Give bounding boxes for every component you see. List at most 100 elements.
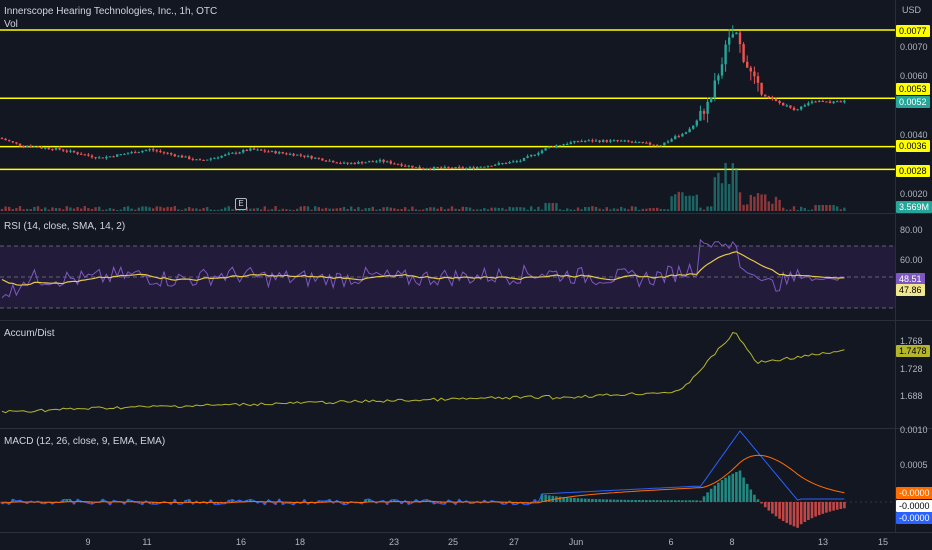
volume-bar <box>270 209 274 211</box>
candle-body <box>303 155 306 157</box>
volume-tag[interactable]: 3.569M <box>896 201 932 213</box>
volume-bar <box>450 206 454 211</box>
volume-bar <box>839 209 842 211</box>
volume-legend[interactable]: Vol <box>4 19 18 30</box>
rsi-value-tag[interactable]: 48.51 <box>896 273 925 285</box>
volume-bar <box>555 203 558 211</box>
candle-body <box>270 151 274 153</box>
pane-separator-macd[interactable] <box>0 428 932 429</box>
macd-value-tag[interactable]: -0.0000 <box>896 512 932 524</box>
macd-histogram-bar <box>231 499 234 502</box>
volume-bar <box>717 172 720 211</box>
candle-body <box>170 153 173 155</box>
macd-histogram-bar <box>839 502 843 509</box>
volume-bar <box>339 207 342 211</box>
volume-bar <box>486 209 490 211</box>
macd-histogram-bar <box>825 502 828 513</box>
candle-body <box>76 152 79 154</box>
macd-histogram-bar <box>677 500 681 502</box>
candle-body <box>566 143 569 145</box>
hline-price-tag[interactable]: 0.0053 <box>896 83 930 95</box>
macd-histogram-bar <box>706 492 709 502</box>
macd-histogram-bar <box>259 501 263 503</box>
volume-bar <box>332 208 335 211</box>
price-axis-label: 0.0060 <box>900 71 928 81</box>
volume-bar <box>591 206 594 211</box>
candle-body <box>479 166 482 168</box>
macd-histogram-bar <box>281 502 285 505</box>
volume-bar <box>490 207 493 211</box>
signal-value-tag[interactable]: -0.0000 <box>896 487 932 499</box>
hline-price-tag[interactable]: 0.0028 <box>896 165 930 177</box>
candle-body <box>641 141 644 143</box>
candle-body <box>458 166 461 168</box>
candle-body <box>123 153 126 155</box>
ad-legend[interactable]: Accum/Dist <box>4 328 55 339</box>
volume-bar <box>144 206 148 211</box>
ad-value-tag[interactable]: 1.7478 <box>896 345 930 357</box>
macd-histogram-bar <box>187 499 191 502</box>
hline-price-tag[interactable]: 0.0036 <box>896 140 930 152</box>
macd-histogram-bar <box>385 502 389 505</box>
macd-histogram-bar <box>483 500 486 502</box>
volume-bar <box>231 209 234 211</box>
histogram-value-tag[interactable]: -0.0000 <box>896 500 932 512</box>
macd-histogram-bar <box>511 502 515 505</box>
candle-body <box>90 155 94 158</box>
macd-histogram-bar <box>814 502 817 517</box>
macd-histogram-bar <box>587 498 591 502</box>
hline-price-tag[interactable]: 0.0077 <box>896 25 930 37</box>
time-axis-label: 11 <box>142 537 152 547</box>
rsi-legend[interactable]: RSI (14, close, SMA, 14, 2) <box>4 221 126 232</box>
volume-bar <box>461 206 464 211</box>
volume-bar <box>101 209 104 211</box>
candle-body <box>497 163 500 165</box>
candle-body <box>767 96 770 98</box>
symbol-title[interactable]: Innerscope Hearing Technologies, Inc., 1… <box>4 6 218 17</box>
macd-histogram-bar <box>529 502 533 503</box>
candle-body <box>360 161 364 164</box>
volume-bar <box>256 207 259 211</box>
candle-body <box>119 154 122 156</box>
candle-body <box>137 152 140 154</box>
volume-bar <box>652 208 655 211</box>
pane-separator-ad[interactable] <box>0 320 932 321</box>
volume-bar <box>526 209 529 211</box>
macd-histogram-bar <box>429 501 432 503</box>
macd-histogram-bar <box>598 499 601 502</box>
rsi-ma-tag[interactable]: 47.86 <box>896 284 925 296</box>
macd-histogram-bar <box>562 497 565 502</box>
macd-legend[interactable]: MACD (12, 26, close, 9, EMA, EMA) <box>4 436 166 447</box>
candle-body <box>774 98 778 101</box>
time-axis-label: 15 <box>877 537 889 547</box>
macd-histogram-bar <box>652 500 655 502</box>
candle-body <box>551 146 554 148</box>
volume-bar <box>440 206 443 211</box>
volume-bar <box>137 207 140 211</box>
volume-bar <box>746 204 749 211</box>
last-price-tag[interactable]: 0.0052 <box>896 96 930 108</box>
macd-histogram-bar <box>245 500 249 502</box>
candle-body <box>389 161 392 164</box>
candle-body <box>695 120 698 126</box>
volume-bar <box>306 206 310 211</box>
time-axis-label: 25 <box>447 537 459 547</box>
candle-body <box>465 167 468 169</box>
volume-bar <box>681 192 684 211</box>
ad-axis-label: 1.728 <box>900 364 923 374</box>
candle-body <box>357 161 360 164</box>
volume-bar <box>166 206 169 211</box>
macd-histogram-bar <box>709 488 713 502</box>
macd-histogram-bar <box>0 502 4 504</box>
candle-body <box>526 156 529 158</box>
volume-bar <box>260 209 263 211</box>
volume-bar <box>288 209 292 211</box>
volume-bar <box>562 209 565 211</box>
candle-body <box>494 164 497 166</box>
pane-separator-rsi[interactable] <box>0 213 932 214</box>
earnings-event-badge[interactable]: E <box>235 198 247 210</box>
macd-histogram-bar <box>583 498 587 502</box>
candle-body <box>792 107 796 111</box>
